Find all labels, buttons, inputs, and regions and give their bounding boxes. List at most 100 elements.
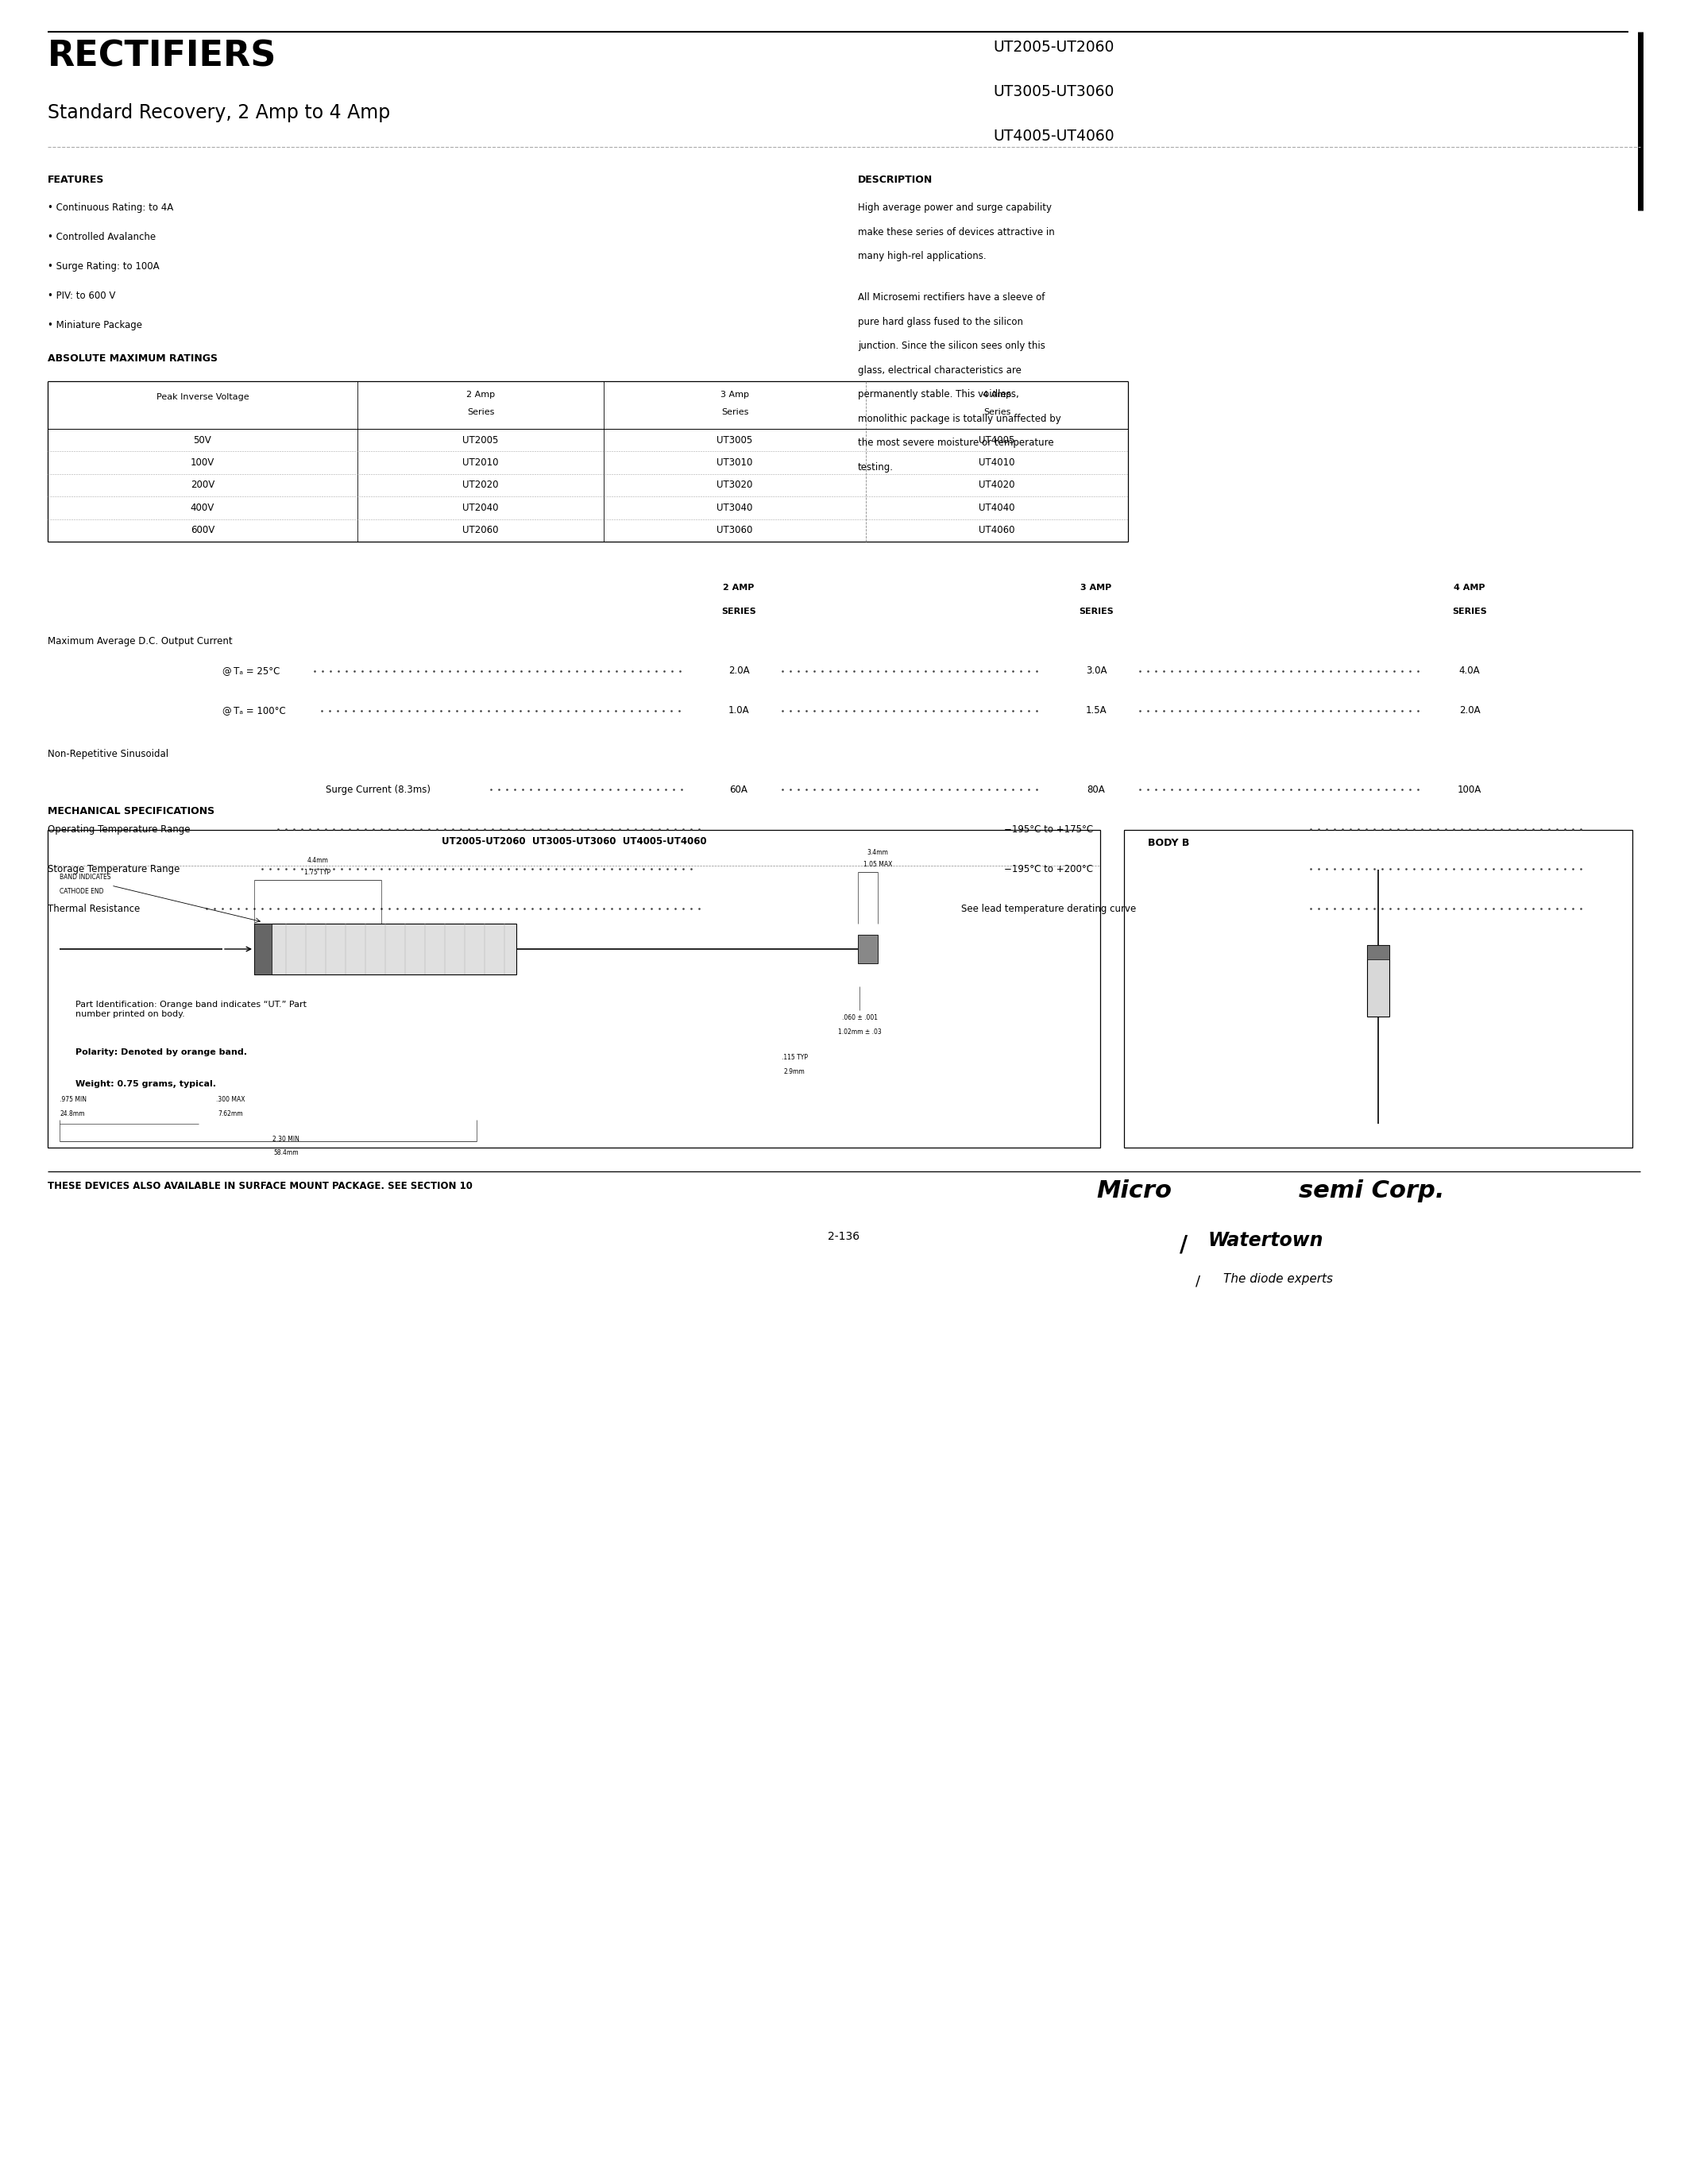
- Text: DESCRIPTION: DESCRIPTION: [858, 175, 933, 186]
- Text: 24.8mm: 24.8mm: [59, 1109, 84, 1118]
- Text: permanently stable. This voidless,: permanently stable. This voidless,: [858, 389, 1020, 400]
- Text: 4.0A: 4.0A: [1458, 666, 1480, 677]
- Text: UT2020: UT2020: [463, 480, 498, 491]
- Text: 1.05 MAX: 1.05 MAX: [863, 860, 893, 867]
- Text: .300 MAX: .300 MAX: [216, 1096, 245, 1103]
- Text: 3.0A: 3.0A: [1085, 666, 1107, 677]
- Bar: [255, 924, 272, 974]
- Text: glass, electrical characteristics are: glass, electrical characteristics are: [858, 365, 1021, 376]
- Text: UT4005-UT4060: UT4005-UT4060: [993, 129, 1114, 144]
- Text: Non-Repetitive Sinusoidal: Non-Repetitive Sinusoidal: [47, 749, 169, 760]
- Text: UT4020: UT4020: [979, 480, 1014, 491]
- Text: 100A: 100A: [1457, 784, 1482, 795]
- Text: UT2005: UT2005: [463, 435, 498, 446]
- Text: FEATURES: FEATURES: [47, 175, 105, 186]
- Text: junction. Since the silicon sees only this: junction. Since the silicon sees only th…: [858, 341, 1045, 352]
- Text: Weight: 0.75 grams, typical.: Weight: 0.75 grams, typical.: [76, 1081, 216, 1088]
- Text: Surge Current (8.3ms): Surge Current (8.3ms): [326, 784, 430, 795]
- Text: 1.02mm ± .03: 1.02mm ± .03: [837, 1029, 881, 1035]
- Text: Micro: Micro: [1096, 1179, 1171, 1203]
- Text: Standard Recovery, 2 Amp to 4 Amp: Standard Recovery, 2 Amp to 4 Amp: [47, 103, 390, 122]
- Text: • Miniature Package: • Miniature Package: [47, 321, 142, 330]
- Text: BAND INDICATES: BAND INDICATES: [59, 874, 111, 880]
- Text: 2.9mm: 2.9mm: [783, 1068, 805, 1075]
- Text: • Continuous Rating: to 4A: • Continuous Rating: to 4A: [47, 203, 174, 212]
- Text: • Surge Rating: to 100A: • Surge Rating: to 100A: [47, 262, 159, 271]
- Text: 600V: 600V: [191, 524, 214, 535]
- Text: Watertown: Watertown: [1207, 1232, 1323, 1249]
- Text: @ Tₐ = 100°C: @ Tₐ = 100°C: [223, 705, 285, 716]
- Text: semi Corp.: semi Corp.: [1298, 1179, 1445, 1203]
- Text: testing.: testing.: [858, 463, 893, 472]
- Text: Polarity: Denoted by orange band.: Polarity: Denoted by orange band.: [76, 1048, 246, 1057]
- Text: 1.75 TYP: 1.75 TYP: [304, 869, 331, 876]
- Text: pure hard glass fused to the silicon: pure hard glass fused to the silicon: [858, 317, 1023, 328]
- Text: make these series of devices attractive in: make these series of devices attractive …: [858, 227, 1055, 238]
- Text: See lead temperature derating curve: See lead temperature derating curve: [960, 904, 1136, 913]
- Text: 1.0A: 1.0A: [728, 705, 749, 716]
- Bar: [1124, 830, 1632, 1147]
- Text: UT3060: UT3060: [717, 524, 753, 535]
- Text: 1.5A: 1.5A: [1085, 705, 1107, 716]
- Text: 200V: 200V: [191, 480, 214, 491]
- Text: .060 ± .001: .060 ± .001: [842, 1013, 878, 1022]
- Text: Series: Series: [468, 408, 495, 417]
- Text: 7.62mm: 7.62mm: [218, 1109, 243, 1118]
- Text: Maximum Average D.C. Output Current: Maximum Average D.C. Output Current: [47, 636, 233, 646]
- Text: 80A: 80A: [1087, 784, 1106, 795]
- Text: MECHANICAL SPECIFICATIONS: MECHANICAL SPECIFICATIONS: [47, 806, 214, 817]
- Text: Storage Temperature Range: Storage Temperature Range: [47, 863, 181, 874]
- Text: High average power and surge capability: High average power and surge capability: [858, 203, 1052, 212]
- Text: Part Identification: Orange band indicates “UT.” Part
number printed on body.: Part Identification: Orange band indicat…: [76, 1000, 307, 1018]
- Text: CATHODE END: CATHODE END: [59, 889, 103, 895]
- Text: UT4010: UT4010: [979, 456, 1014, 467]
- Bar: [255, 924, 517, 974]
- Text: UT4060: UT4060: [979, 524, 1014, 535]
- Text: 400V: 400V: [191, 502, 214, 513]
- Text: BODY B: BODY B: [1148, 839, 1190, 847]
- Text: 2 AMP: 2 AMP: [722, 583, 755, 592]
- Text: Peak Inverse Voltage: Peak Inverse Voltage: [157, 393, 248, 402]
- Text: RECTIFIERS: RECTIFIERS: [47, 39, 277, 74]
- Text: UT2005-UT2060: UT2005-UT2060: [993, 39, 1114, 55]
- Text: 50V: 50V: [194, 435, 211, 446]
- Text: Thermal Resistance: Thermal Resistance: [47, 904, 140, 913]
- Text: 3.4mm: 3.4mm: [868, 850, 888, 856]
- Text: UT3005-UT3060: UT3005-UT3060: [993, 85, 1114, 98]
- Text: UT3005: UT3005: [717, 435, 753, 446]
- Text: UT2005-UT2060  UT3005-UT3060  UT4005-UT4060: UT2005-UT2060 UT3005-UT3060 UT4005-UT406…: [442, 836, 707, 847]
- Bar: [858, 935, 878, 963]
- Text: @ Tₐ = 25°C: @ Tₐ = 25°C: [223, 666, 280, 677]
- Text: The diode experts: The diode experts: [1224, 1273, 1334, 1284]
- Bar: [47, 830, 1101, 1147]
- Bar: [1367, 946, 1389, 959]
- Text: SERIES: SERIES: [1079, 607, 1114, 616]
- Text: /: /: [1180, 1234, 1188, 1256]
- Text: 100V: 100V: [191, 456, 214, 467]
- Text: SERIES: SERIES: [721, 607, 756, 616]
- Bar: [1367, 946, 1389, 1016]
- Text: 3 AMP: 3 AMP: [1080, 583, 1112, 592]
- Text: UT2010: UT2010: [463, 456, 498, 467]
- Text: THESE DEVICES ALSO AVAILABLE IN SURFACE MOUNT PACKAGE. SEE SECTION 10: THESE DEVICES ALSO AVAILABLE IN SURFACE …: [47, 1182, 473, 1190]
- Text: UT3010: UT3010: [717, 456, 753, 467]
- Text: 4 AMP: 4 AMP: [1453, 583, 1485, 592]
- Text: 2.30 MIN: 2.30 MIN: [272, 1136, 299, 1142]
- Text: Operating Temperature Range: Operating Temperature Range: [47, 823, 191, 834]
- Text: 2 Amp: 2 Amp: [466, 391, 495, 400]
- Text: UT3020: UT3020: [717, 480, 753, 491]
- Text: 2-136: 2-136: [829, 1232, 859, 1243]
- Text: monolithic package is totally unaffected by: monolithic package is totally unaffected…: [858, 413, 1062, 424]
- Text: UT4005: UT4005: [979, 435, 1014, 446]
- Text: • Controlled Avalanche: • Controlled Avalanche: [47, 232, 155, 242]
- Text: ABSOLUTE MAXIMUM RATINGS: ABSOLUTE MAXIMUM RATINGS: [47, 354, 218, 365]
- Text: Series: Series: [982, 408, 1011, 417]
- Text: 3 Amp: 3 Amp: [721, 391, 749, 400]
- Text: 4.4mm: 4.4mm: [307, 856, 329, 865]
- Text: −195°C to +200°C: −195°C to +200°C: [1004, 863, 1094, 874]
- Text: UT2060: UT2060: [463, 524, 498, 535]
- Text: UT4040: UT4040: [979, 502, 1014, 513]
- Text: 58.4mm: 58.4mm: [273, 1149, 299, 1155]
- Text: 2.0A: 2.0A: [1458, 705, 1480, 716]
- Text: 60A: 60A: [729, 784, 748, 795]
